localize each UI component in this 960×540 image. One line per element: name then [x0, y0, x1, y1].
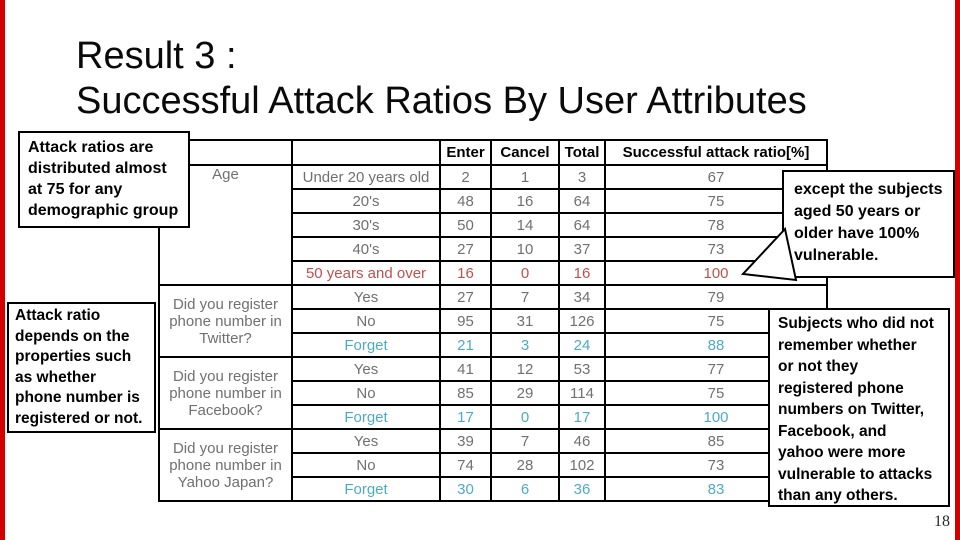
cell-total: 46 — [558, 428, 606, 454]
cell-option: Yes — [291, 284, 441, 310]
slide-accent-bar-right — [955, 0, 960, 540]
group-label-yahoo: Did you register phone number in Yahoo J… — [158, 428, 293, 502]
table-header-row: Enter Cancel Total Successful attack rat… — [158, 139, 828, 166]
cell-total: 34 — [558, 284, 606, 310]
cell-cancel: 7 — [490, 284, 560, 310]
table-row: Did you register phone number in Yahoo J… — [158, 428, 828, 502]
cell-cancel: 10 — [490, 236, 560, 262]
cell-enter: 2 — [439, 164, 492, 190]
cell-total: 3 — [558, 164, 606, 190]
slide-title: Result 3 : Successful Attack Ratios By U… — [76, 34, 807, 124]
cell-option: 40's — [291, 236, 441, 262]
cell-option: No — [291, 380, 441, 406]
header-ratio: Successful attack ratio[%] — [604, 139, 828, 166]
cell-cancel: 3 — [490, 332, 560, 358]
header-option-blank — [291, 139, 441, 166]
cell-option: Forget — [291, 404, 441, 430]
group-label-twitter: Did you register phone number in Twitter… — [158, 284, 293, 358]
cell-total: 17 — [558, 404, 606, 430]
cell-cancel: 31 — [490, 308, 560, 334]
table-row: Did you register phone number in Twitter… — [158, 284, 828, 358]
cell-enter: 27 — [439, 236, 492, 262]
slide-accent-bar-left — [0, 0, 5, 540]
callout-forget-note: Subjects who did not remember whether or… — [768, 308, 950, 507]
cell-cancel: 0 — [490, 404, 560, 430]
cell-cancel: 12 — [490, 356, 560, 382]
attack-ratio-table: Enter Cancel Total Successful attack rat… — [158, 139, 828, 502]
cell-option: Forget — [291, 332, 441, 358]
header-enter: Enter — [439, 139, 492, 166]
cell-enter: 39 — [439, 428, 492, 454]
cell-total: 53 — [558, 356, 606, 382]
cell-enter: 16 — [439, 260, 492, 286]
cell-enter: 85 — [439, 380, 492, 406]
cell-option: Under 20 years old — [291, 164, 441, 190]
cell-cancel: 0 — [490, 260, 560, 286]
cell-cancel: 29 — [490, 380, 560, 406]
cell-total: 64 — [558, 212, 606, 238]
table-row: Age Under 20 years old 2 1 3 67 — [158, 164, 828, 286]
cell-option: Yes — [291, 356, 441, 382]
callout-age50-note: except the subjects aged 50 years or old… — [782, 170, 955, 278]
callout-registration-note: Attack ratio depends on the properties s… — [7, 302, 156, 433]
group-label-facebook: Did you register phone number in Faceboo… — [158, 356, 293, 430]
cell-cancel: 16 — [490, 188, 560, 214]
cell-option: 20's — [291, 188, 441, 214]
cell-cancel: 6 — [490, 476, 560, 502]
cell-total: 126 — [558, 308, 606, 334]
cell-enter: 27 — [439, 284, 492, 310]
cell-total: 102 — [558, 452, 606, 478]
cell-enter: 48 — [439, 188, 492, 214]
page-number: 18 — [934, 513, 950, 530]
header-cancel: Cancel — [490, 139, 560, 166]
cell-ratio: 79 — [604, 284, 828, 310]
cell-total: 36 — [558, 476, 606, 502]
table-row-highlight-teal: Forget 30 6 36 83 — [159, 476, 828, 502]
table-row-highlight-teal: Forget 21 3 24 88 — [159, 332, 828, 358]
callout-demographic-note: Attack ratios are distributed almost at … — [18, 131, 190, 228]
cell-option: No — [291, 308, 441, 334]
cell-total: 16 — [558, 260, 606, 286]
cell-total: 114 — [558, 380, 606, 406]
cell-option: 50 years and over — [291, 260, 441, 286]
cell-cancel: 7 — [490, 428, 560, 454]
cell-enter: 17 — [439, 404, 492, 430]
cell-enter: 74 — [439, 452, 492, 478]
cell-option: Yes — [291, 428, 441, 454]
slide-title-line1: Result 3 : — [76, 35, 237, 77]
cell-option: Forget — [291, 476, 441, 502]
cell-cancel: 28 — [490, 452, 560, 478]
cell-enter: 21 — [439, 332, 492, 358]
cell-cancel: 14 — [490, 212, 560, 238]
speech-bubble-tail — [740, 226, 798, 282]
slide-title-line2: Successful Attack Ratios By User Attribu… — [76, 80, 807, 122]
cell-total: 37 — [558, 236, 606, 262]
cell-enter: 41 — [439, 356, 492, 382]
cell-cancel: 1 — [490, 164, 560, 190]
cell-enter: 30 — [439, 476, 492, 502]
table-row: Did you register phone number in Faceboo… — [158, 356, 828, 430]
header-total: Total — [558, 139, 606, 166]
cell-total: 24 — [558, 332, 606, 358]
cell-option: 30's — [291, 212, 441, 238]
cell-option: No — [291, 452, 441, 478]
cell-enter: 50 — [439, 212, 492, 238]
cell-enter: 95 — [439, 308, 492, 334]
cell-total: 64 — [558, 188, 606, 214]
table-row: 20's 48 16 64 75 — [159, 188, 828, 214]
